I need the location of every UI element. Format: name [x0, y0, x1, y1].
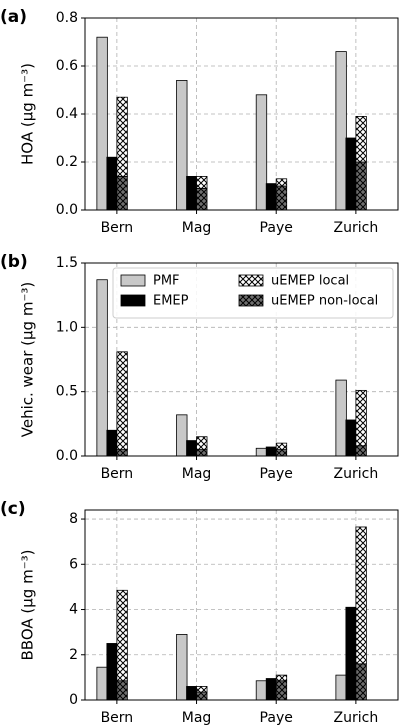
y-tick-label: 0 [69, 692, 78, 708]
x-tick-label: Zurich [334, 710, 379, 726]
bar [355, 445, 367, 457]
bar [345, 419, 357, 457]
y-tick-label: 0.6 [56, 58, 78, 74]
panel-label: (c) [0, 499, 26, 519]
y-tick-label: 1.5 [56, 255, 78, 271]
legend: PMF EMEP uEMEP local uEMEP non-local [112, 267, 394, 319]
bar [275, 449, 288, 457]
legend-swatch [238, 274, 264, 287]
bar [116, 680, 128, 701]
x-tick-label: Mag [182, 710, 212, 726]
bar [265, 183, 278, 211]
bar [116, 96, 128, 177]
bar [355, 161, 367, 211]
bar [186, 686, 198, 701]
bar [345, 606, 357, 701]
bar [255, 447, 268, 457]
bar [106, 156, 118, 211]
y-tick-label: 0.4 [56, 106, 78, 122]
legend-label: uEMEP local [271, 274, 349, 289]
bar [196, 187, 208, 211]
y-tick-label: 0.8 [56, 10, 78, 26]
x-tick-label: Bern [101, 710, 134, 726]
bar [116, 351, 128, 450]
bar [335, 379, 347, 457]
bar [116, 449, 128, 457]
x-tick-label: Bern [101, 466, 134, 482]
x-tick-label: Paye [260, 466, 293, 482]
axes-frame [84, 509, 399, 701]
bar [255, 94, 268, 211]
bar [355, 526, 367, 665]
bar [176, 80, 188, 211]
legend-label: PMF [153, 274, 180, 289]
bar [196, 436, 208, 450]
bar [355, 389, 367, 447]
x-tick-label: Mag [182, 220, 212, 236]
y-tick-label: 0.0 [56, 448, 78, 464]
bar [275, 178, 288, 187]
panel-label: (b) [0, 252, 28, 272]
bar [335, 51, 347, 211]
panel-label: (a) [0, 7, 27, 27]
bar [196, 175, 208, 189]
bar [275, 185, 288, 211]
y-tick-label: 6 [69, 556, 78, 572]
bar [106, 643, 118, 701]
axes-frame [84, 17, 399, 211]
y-axis-label: HOA (μg m⁻³) [19, 63, 37, 165]
y-tick-label: 0.0 [56, 202, 78, 218]
bar [275, 442, 288, 450]
bar [196, 691, 208, 701]
x-tick-label: Paye [260, 710, 293, 726]
bar [116, 175, 128, 211]
bar [265, 446, 278, 457]
bar [176, 414, 188, 457]
legend-swatch [238, 294, 264, 307]
bar [275, 674, 288, 682]
legend-swatch [120, 294, 146, 307]
y-tick-label: 8 [69, 511, 78, 527]
bar [275, 680, 288, 701]
y-tick-label: 0.2 [56, 154, 78, 170]
legend-label: EMEP [153, 294, 189, 309]
bar [335, 674, 347, 701]
bar [196, 686, 208, 693]
bar [96, 666, 108, 701]
x-tick-label: Paye [260, 220, 293, 236]
bar [116, 589, 128, 682]
bar [186, 440, 198, 457]
bar [96, 279, 108, 457]
bar [96, 36, 108, 211]
y-tick-label: 4 [69, 602, 78, 618]
y-axis-label: Vehic. wear (μg m⁻³) [19, 282, 37, 438]
legend-box [112, 267, 394, 319]
bar [355, 116, 367, 163]
bar [106, 429, 118, 457]
bar [355, 663, 367, 701]
bar [345, 137, 357, 211]
bar [255, 680, 268, 701]
x-tick-label: Zurich [334, 466, 379, 482]
legend-swatch [120, 274, 146, 287]
x-tick-label: Bern [101, 220, 134, 236]
bar [265, 678, 278, 701]
bar [196, 449, 208, 457]
axes-frame [84, 262, 399, 457]
y-tick-label: 2 [69, 647, 78, 663]
y-axis-label: BBOA (μg m⁻³) [19, 550, 37, 661]
x-tick-label: Mag [182, 466, 212, 482]
y-tick-label: 1.0 [56, 319, 78, 335]
x-tick-label: Zurich [334, 220, 379, 236]
y-tick-label: 0.5 [56, 384, 78, 400]
legend-label: uEMEP non-local [271, 294, 378, 309]
bar [186, 175, 198, 211]
bar [176, 634, 188, 701]
